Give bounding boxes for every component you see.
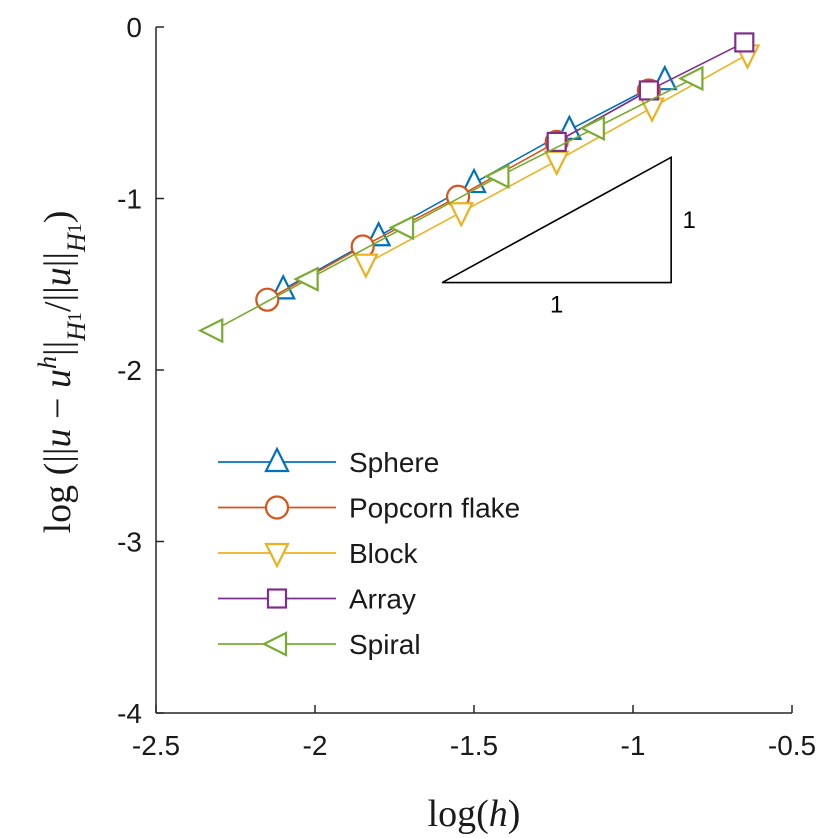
slope-triangle: 11 xyxy=(441,155,696,319)
legend-label: Array xyxy=(349,584,416,615)
legend-entry: Popcorn flake xyxy=(218,493,520,524)
data-point xyxy=(639,97,665,124)
data-point xyxy=(293,266,319,292)
data-point xyxy=(677,65,704,92)
legend: Sphere Popcorn flake Block Array Spiral xyxy=(218,446,520,660)
data-point xyxy=(734,32,755,53)
x-axis-title: log(h) xyxy=(428,793,521,835)
y-tick-label: -4 xyxy=(117,698,142,729)
series-line xyxy=(212,77,694,332)
data-point xyxy=(579,115,605,141)
y-tick-label: -2 xyxy=(117,355,142,386)
x-tick-label: -2 xyxy=(303,730,328,761)
legend-marker xyxy=(261,631,288,657)
data-point xyxy=(255,287,280,312)
y-tick-label: -1 xyxy=(117,184,142,215)
legend-label: Sphere xyxy=(349,447,439,478)
series-spiral xyxy=(197,65,704,344)
series-block xyxy=(353,44,761,280)
x-tick-label: -0.5 xyxy=(768,730,816,761)
x-tick-label: -2.5 xyxy=(132,730,180,761)
data-point xyxy=(388,214,415,241)
data-point xyxy=(197,317,224,344)
y-tick-label: 0 xyxy=(126,12,142,43)
legend-entry: Block xyxy=(218,538,418,569)
legend-label: Spiral xyxy=(349,629,421,660)
legend-marker xyxy=(264,542,290,569)
x-tick-label: -1.5 xyxy=(450,730,498,761)
data-point xyxy=(365,220,392,247)
legend-entry: Sphere xyxy=(218,446,439,478)
data-point xyxy=(448,202,475,228)
x-tick-label: -1 xyxy=(621,730,646,761)
data-point xyxy=(483,163,510,189)
data-point xyxy=(638,80,660,101)
y-axis-title: log (||u − uh||H1/||u||H1) xyxy=(33,211,91,534)
legend-marker xyxy=(266,588,288,609)
slope-horizontal-label: 1 xyxy=(550,292,563,319)
series-sphere xyxy=(270,64,678,300)
data-point xyxy=(546,131,567,153)
data-point xyxy=(353,253,379,280)
legend-entry: Array xyxy=(218,584,416,615)
axes: -2.5 -2 -1.5 -1 -0.5 -4 -3 -2 -1 0 xyxy=(117,12,816,761)
data-point xyxy=(543,150,570,177)
legend-marker xyxy=(264,446,290,473)
legend-marker xyxy=(264,495,290,520)
slope-triangle-shape xyxy=(441,155,672,284)
legend-label: Block xyxy=(349,538,418,569)
slope-vertical-label: 1 xyxy=(682,207,695,234)
data-series xyxy=(197,32,761,344)
legend-entry: Spiral xyxy=(218,629,421,660)
legend-label: Popcorn flake xyxy=(349,493,520,524)
y-tick-label: -3 xyxy=(117,527,142,558)
data-point xyxy=(652,64,678,91)
